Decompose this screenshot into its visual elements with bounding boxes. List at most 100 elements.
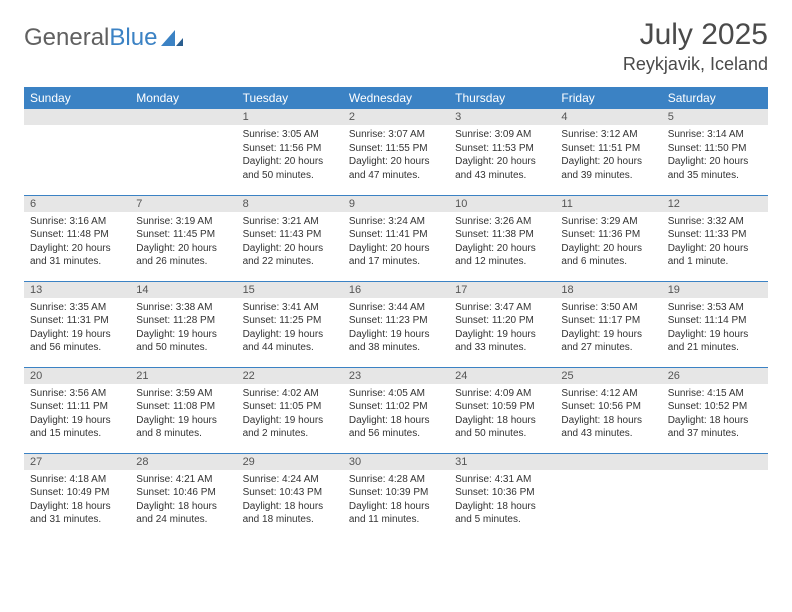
calendar-empty-cell: [24, 109, 130, 195]
day-number: 3: [449, 109, 555, 125]
calendar-day-cell: 12Sunrise: 3:32 AMSunset: 11:33 PMDaylig…: [662, 195, 768, 281]
calendar-day-cell: 27Sunrise: 4:18 AMSunset: 10:49 PMDaylig…: [24, 453, 130, 539]
day-details: Sunrise: 3:59 AMSunset: 11:08 PMDaylight…: [130, 384, 236, 445]
calendar-week-row: 13Sunrise: 3:35 AMSunset: 11:31 PMDaylig…: [24, 281, 768, 367]
weekday-header: Friday: [555, 87, 661, 109]
day-details: Sunrise: 3:38 AMSunset: 11:28 PMDaylight…: [130, 298, 236, 359]
weekday-header: Tuesday: [237, 87, 343, 109]
calendar-day-cell: 7Sunrise: 3:19 AMSunset: 11:45 PMDayligh…: [130, 195, 236, 281]
day-details: Sunrise: 3:47 AMSunset: 11:20 PMDaylight…: [449, 298, 555, 359]
calendar-day-cell: 18Sunrise: 3:50 AMSunset: 11:17 PMDaylig…: [555, 281, 661, 367]
weekday-header: Thursday: [449, 87, 555, 109]
day-number: 12: [662, 196, 768, 212]
calendar-day-cell: 29Sunrise: 4:24 AMSunset: 10:43 PMDaylig…: [237, 453, 343, 539]
title-location: Reykjavik, Iceland: [623, 54, 768, 75]
day-details: Sunrise: 4:09 AMSunset: 10:59 PMDaylight…: [449, 384, 555, 445]
calendar-week-row: 27Sunrise: 4:18 AMSunset: 10:49 PMDaylig…: [24, 453, 768, 539]
weekday-header: Saturday: [662, 87, 768, 109]
day-details: Sunrise: 4:21 AMSunset: 10:46 PMDaylight…: [130, 470, 236, 531]
day-number: 27: [24, 454, 130, 470]
day-details: Sunrise: 4:24 AMSunset: 10:43 PMDaylight…: [237, 470, 343, 531]
calendar-day-cell: 8Sunrise: 3:21 AMSunset: 11:43 PMDayligh…: [237, 195, 343, 281]
day-number-bar: [555, 454, 661, 470]
day-details: Sunrise: 3:19 AMSunset: 11:45 PMDaylight…: [130, 212, 236, 273]
title-block: July 2025 Reykjavik, Iceland: [623, 18, 768, 75]
calendar-page: GeneralBlue July 2025 Reykjavik, Iceland…: [0, 0, 792, 549]
day-details: Sunrise: 4:05 AMSunset: 11:02 PMDaylight…: [343, 384, 449, 445]
day-number: 5: [662, 109, 768, 125]
day-details: Sunrise: 4:12 AMSunset: 10:56 PMDaylight…: [555, 384, 661, 445]
day-number: 18: [555, 282, 661, 298]
calendar-empty-cell: [130, 109, 236, 195]
day-details: Sunrise: 3:26 AMSunset: 11:38 PMDaylight…: [449, 212, 555, 273]
day-details: Sunrise: 3:12 AMSunset: 11:51 PMDaylight…: [555, 125, 661, 186]
calendar-week-row: 20Sunrise: 3:56 AMSunset: 11:11 PMDaylig…: [24, 367, 768, 453]
day-number: 2: [343, 109, 449, 125]
logo-sail-icon: [161, 30, 183, 48]
day-number-bar: [130, 109, 236, 125]
day-number: 8: [237, 196, 343, 212]
calendar-day-cell: 20Sunrise: 3:56 AMSunset: 11:11 PMDaylig…: [24, 367, 130, 453]
brand-part2: Blue: [109, 24, 157, 52]
calendar-day-cell: 11Sunrise: 3:29 AMSunset: 11:36 PMDaylig…: [555, 195, 661, 281]
calendar-day-cell: 9Sunrise: 3:24 AMSunset: 11:41 PMDayligh…: [343, 195, 449, 281]
day-details: Sunrise: 3:32 AMSunset: 11:33 PMDaylight…: [662, 212, 768, 273]
calendar-day-cell: 16Sunrise: 3:44 AMSunset: 11:23 PMDaylig…: [343, 281, 449, 367]
day-number-bar: [24, 109, 130, 125]
calendar-day-cell: 15Sunrise: 3:41 AMSunset: 11:25 PMDaylig…: [237, 281, 343, 367]
day-number: 21: [130, 368, 236, 384]
calendar-empty-cell: [662, 453, 768, 539]
title-month: July 2025: [623, 18, 768, 52]
calendar-day-cell: 5Sunrise: 3:14 AMSunset: 11:50 PMDayligh…: [662, 109, 768, 195]
day-number: 6: [24, 196, 130, 212]
day-number: 20: [24, 368, 130, 384]
day-number: 11: [555, 196, 661, 212]
calendar-day-cell: 1Sunrise: 3:05 AMSunset: 11:56 PMDayligh…: [237, 109, 343, 195]
day-details: Sunrise: 3:41 AMSunset: 11:25 PMDaylight…: [237, 298, 343, 359]
calendar-empty-cell: [555, 453, 661, 539]
day-details: Sunrise: 3:09 AMSunset: 11:53 PMDaylight…: [449, 125, 555, 186]
day-number: 26: [662, 368, 768, 384]
day-details: Sunrise: 4:31 AMSunset: 10:36 PMDaylight…: [449, 470, 555, 531]
day-number-bar: [662, 454, 768, 470]
day-details: Sunrise: 3:29 AMSunset: 11:36 PMDaylight…: [555, 212, 661, 273]
day-details: Sunrise: 3:21 AMSunset: 11:43 PMDaylight…: [237, 212, 343, 273]
day-number: 13: [24, 282, 130, 298]
calendar-day-cell: 17Sunrise: 3:47 AMSunset: 11:20 PMDaylig…: [449, 281, 555, 367]
day-number: 31: [449, 454, 555, 470]
calendar-day-cell: 23Sunrise: 4:05 AMSunset: 11:02 PMDaylig…: [343, 367, 449, 453]
calendar-day-cell: 21Sunrise: 3:59 AMSunset: 11:08 PMDaylig…: [130, 367, 236, 453]
day-details: Sunrise: 3:44 AMSunset: 11:23 PMDaylight…: [343, 298, 449, 359]
calendar-day-cell: 6Sunrise: 3:16 AMSunset: 11:48 PMDayligh…: [24, 195, 130, 281]
calendar-day-cell: 3Sunrise: 3:09 AMSunset: 11:53 PMDayligh…: [449, 109, 555, 195]
weekday-header: Wednesday: [343, 87, 449, 109]
calendar-day-cell: 30Sunrise: 4:28 AMSunset: 10:39 PMDaylig…: [343, 453, 449, 539]
calendar-day-cell: 24Sunrise: 4:09 AMSunset: 10:59 PMDaylig…: [449, 367, 555, 453]
day-number: 29: [237, 454, 343, 470]
day-number: 30: [343, 454, 449, 470]
calendar-week-row: 1Sunrise: 3:05 AMSunset: 11:56 PMDayligh…: [24, 109, 768, 195]
brand-part1: General: [24, 24, 109, 52]
day-number: 9: [343, 196, 449, 212]
day-number: 17: [449, 282, 555, 298]
day-number: 19: [662, 282, 768, 298]
day-details: Sunrise: 4:18 AMSunset: 10:49 PMDaylight…: [24, 470, 130, 531]
day-number: 24: [449, 368, 555, 384]
day-number: 7: [130, 196, 236, 212]
day-details: Sunrise: 3:07 AMSunset: 11:55 PMDaylight…: [343, 125, 449, 186]
calendar-week-row: 6Sunrise: 3:16 AMSunset: 11:48 PMDayligh…: [24, 195, 768, 281]
day-number: 23: [343, 368, 449, 384]
calendar-day-cell: 31Sunrise: 4:31 AMSunset: 10:36 PMDaylig…: [449, 453, 555, 539]
weekday-header: Sunday: [24, 87, 130, 109]
day-details: Sunrise: 4:02 AMSunset: 11:05 PMDaylight…: [237, 384, 343, 445]
day-details: Sunrise: 4:28 AMSunset: 10:39 PMDaylight…: [343, 470, 449, 531]
day-number: 14: [130, 282, 236, 298]
calendar-day-cell: 4Sunrise: 3:12 AMSunset: 11:51 PMDayligh…: [555, 109, 661, 195]
day-details: Sunrise: 3:53 AMSunset: 11:14 PMDaylight…: [662, 298, 768, 359]
day-number: 22: [237, 368, 343, 384]
day-number: 15: [237, 282, 343, 298]
calendar-head: SundayMondayTuesdayWednesdayThursdayFrid…: [24, 87, 768, 109]
day-details: Sunrise: 3:56 AMSunset: 11:11 PMDaylight…: [24, 384, 130, 445]
day-number: 25: [555, 368, 661, 384]
calendar-day-cell: 2Sunrise: 3:07 AMSunset: 11:55 PMDayligh…: [343, 109, 449, 195]
